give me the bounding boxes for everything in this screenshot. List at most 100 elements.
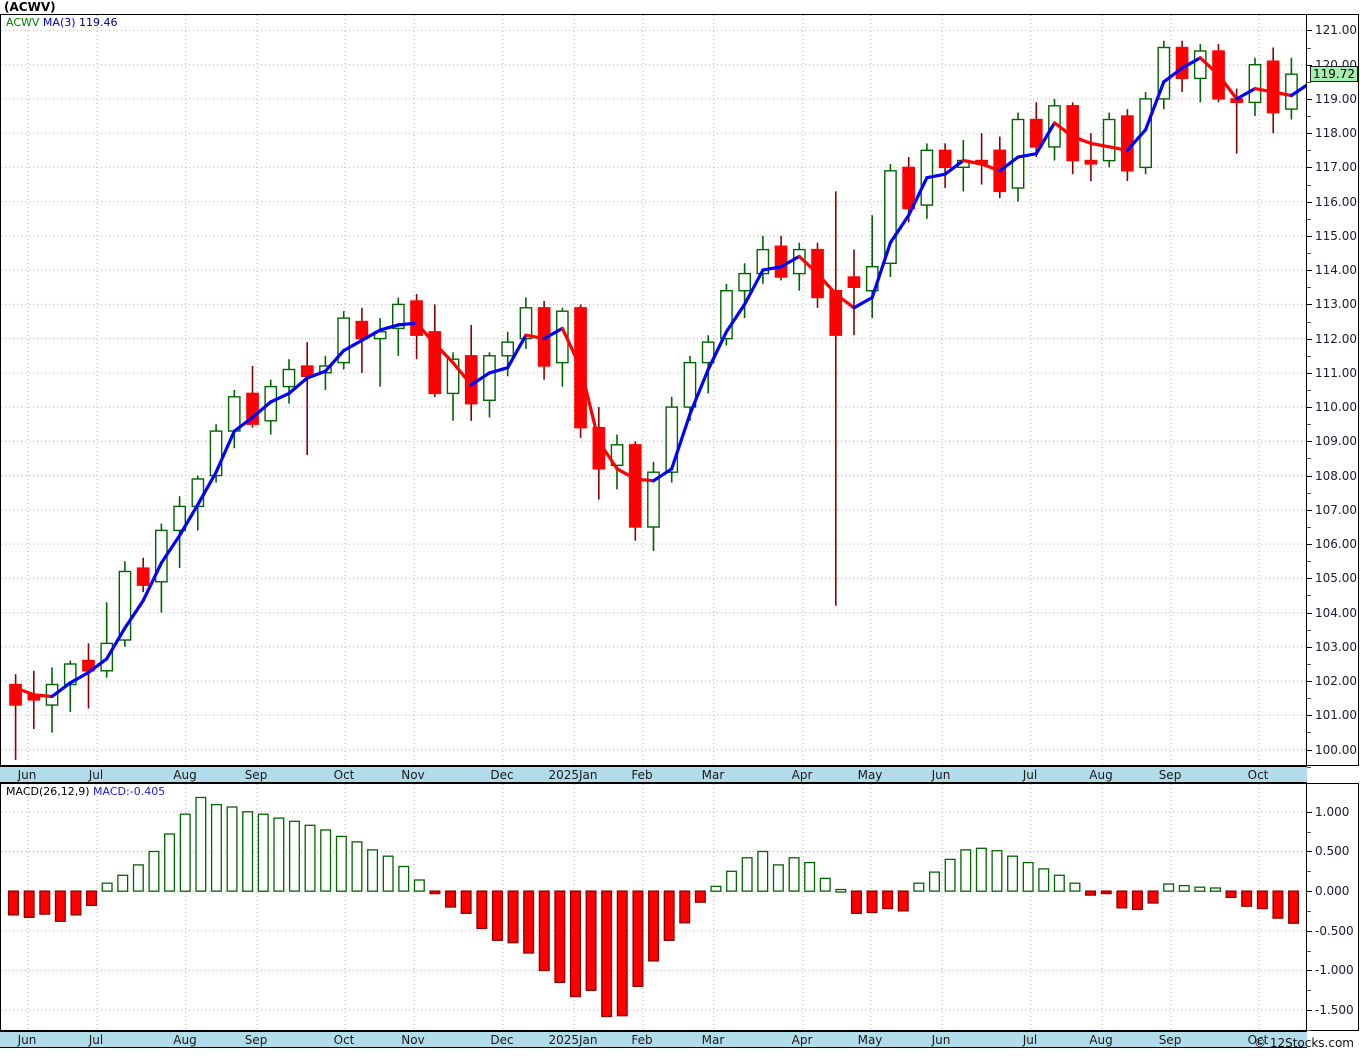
macd-tick xyxy=(1307,851,1312,853)
month-tick-label: Mar xyxy=(701,768,725,782)
price-tick-label: 111.00 xyxy=(1315,365,1357,380)
month-tick-label: Apr xyxy=(791,768,813,782)
legend-symbol: ACWV xyxy=(6,16,40,29)
price-tick-label: 102.00 xyxy=(1315,674,1357,689)
month-tick-label: Oct xyxy=(333,768,355,782)
macd-tick xyxy=(1307,930,1312,932)
macd-tick-label: 1.000 xyxy=(1315,804,1350,819)
month-tick-label: Aug xyxy=(173,1033,197,1047)
macd-tick xyxy=(1307,970,1312,972)
price-tick xyxy=(1307,475,1312,477)
price-tick xyxy=(1307,372,1312,374)
price-tick xyxy=(1307,167,1312,169)
price-tick xyxy=(1307,98,1312,100)
price-tick xyxy=(1307,304,1312,306)
month-tick-label: Aug xyxy=(1089,1033,1113,1047)
price-minor-tick xyxy=(1307,47,1311,49)
price-axis: 121.00 120.00 119.00 118.00 117.00 116.00 115.… xyxy=(1307,14,1359,768)
price-minor-tick xyxy=(1307,458,1311,460)
price-minor-tick xyxy=(1307,526,1311,528)
price-tick-label: 104.00 xyxy=(1315,605,1357,620)
price-tick xyxy=(1307,544,1312,546)
macd-chart-svg[interactable] xyxy=(1,784,1306,1030)
price-tick xyxy=(1307,270,1312,272)
month-tick-label: May xyxy=(857,1033,883,1047)
price-tick xyxy=(1307,509,1312,511)
price-minor-tick xyxy=(1307,355,1311,357)
month-tick-label: Nov xyxy=(401,1033,425,1047)
price-minor-tick xyxy=(1307,629,1311,631)
price-tick-label: 100.00 xyxy=(1315,742,1357,757)
month-tick-label: Jun xyxy=(931,1033,951,1047)
macd-panel xyxy=(0,783,1307,1031)
month-tick-label: Sep xyxy=(1158,1033,1182,1047)
price-minor-tick xyxy=(1307,595,1311,597)
price-minor-tick xyxy=(1307,218,1311,220)
month-tick-label: Jul xyxy=(1022,1033,1038,1047)
macd-minor-tick xyxy=(1307,871,1311,873)
price-tick-label: 108.00 xyxy=(1315,468,1357,483)
month-tick-label: Jun xyxy=(17,1033,37,1047)
price-minor-tick xyxy=(1307,253,1311,254)
month-tick-label: 2025Jan xyxy=(548,768,598,782)
macd-tick-label: -0.500 xyxy=(1315,923,1354,938)
price-minor-tick xyxy=(1307,287,1311,289)
month-tick-label: Jul xyxy=(1022,768,1038,782)
price-tick-label: 121.00 xyxy=(1315,23,1357,38)
month-tick-label: Mar xyxy=(701,1033,725,1047)
price-minor-tick xyxy=(1307,116,1311,118)
month-tick-label: Apr xyxy=(791,1033,813,1047)
legend-ma-value: 119.46 xyxy=(79,16,118,29)
macd-minor-tick xyxy=(1307,910,1311,912)
price-tick-label: 105.00 xyxy=(1315,571,1357,586)
price-tick-label: 107.00 xyxy=(1315,502,1357,517)
price-tick xyxy=(1307,715,1312,717)
price-legend: ACWV MA(3) 119.46 xyxy=(6,16,118,29)
price-tick-label: 109.00 xyxy=(1315,434,1357,449)
price-tick xyxy=(1307,441,1312,443)
month-axis-macd[interactable]: Jun Jul Aug Sep Oct Nov Dec 2025Jan Feb Mar Apr May… xyxy=(0,1031,1307,1048)
month-axis-price[interactable]: Jun Jul Aug Sep Oct Nov Dec 2025Jan Feb Mar Apr May… xyxy=(0,766,1307,783)
price-tick-label: 106.00 xyxy=(1315,537,1357,552)
price-chart-svg[interactable] xyxy=(1,15,1306,765)
month-tick-label: Aug xyxy=(1089,768,1113,782)
price-tick-label: 112.00 xyxy=(1315,331,1357,346)
macd-legend-name: MACD(26,12,9) xyxy=(6,785,90,798)
macd-tick-label: 0.000 xyxy=(1315,884,1350,899)
month-tick-label: Sep xyxy=(244,768,268,782)
price-panel xyxy=(0,14,1307,766)
price-tick xyxy=(1307,133,1312,135)
month-tick-label: Sep xyxy=(1158,768,1182,782)
month-tick-label: Jun xyxy=(931,768,951,782)
price-tick xyxy=(1307,407,1312,409)
price-minor-tick xyxy=(1307,698,1311,700)
price-tick xyxy=(1307,201,1312,203)
macd-minor-tick xyxy=(1307,1030,1311,1031)
copyright-text: © 12Stocks.com xyxy=(1254,1036,1354,1050)
price-minor-tick xyxy=(1307,81,1311,83)
month-tick-label: Oct xyxy=(333,1033,355,1047)
month-tick-label: Dec xyxy=(490,768,514,782)
price-tick xyxy=(1307,338,1312,340)
month-tick-label: 2025Jan xyxy=(548,1033,598,1047)
price-tick-label: 103.00 xyxy=(1315,639,1357,654)
price-tick xyxy=(1307,681,1312,683)
macd-minor-tick xyxy=(1307,831,1311,833)
macd-minor-tick xyxy=(1307,990,1311,992)
price-tick-label: 110.00 xyxy=(1315,400,1357,415)
price-minor-tick xyxy=(1307,732,1311,734)
macd-legend-value: MACD:-0.405 xyxy=(93,785,166,798)
macd-tick-label: 0.500 xyxy=(1315,844,1350,859)
title-bar: (ACWV) xyxy=(0,0,1360,14)
month-tick-label: Feb xyxy=(631,1033,653,1047)
price-tick xyxy=(1307,235,1312,237)
month-tick-label: Jul xyxy=(88,768,104,782)
price-tick-label: 115.00 xyxy=(1315,228,1357,243)
month-tick-label: Sep xyxy=(244,1033,268,1047)
month-tick-label: Jul xyxy=(88,1033,104,1047)
price-minor-tick xyxy=(1307,321,1311,323)
page-title: (ACWV) xyxy=(4,0,56,14)
macd-tick-label: -1.000 xyxy=(1315,963,1354,978)
price-minor-tick xyxy=(1307,424,1311,426)
last-price-badge: 119.72 xyxy=(1310,66,1358,83)
